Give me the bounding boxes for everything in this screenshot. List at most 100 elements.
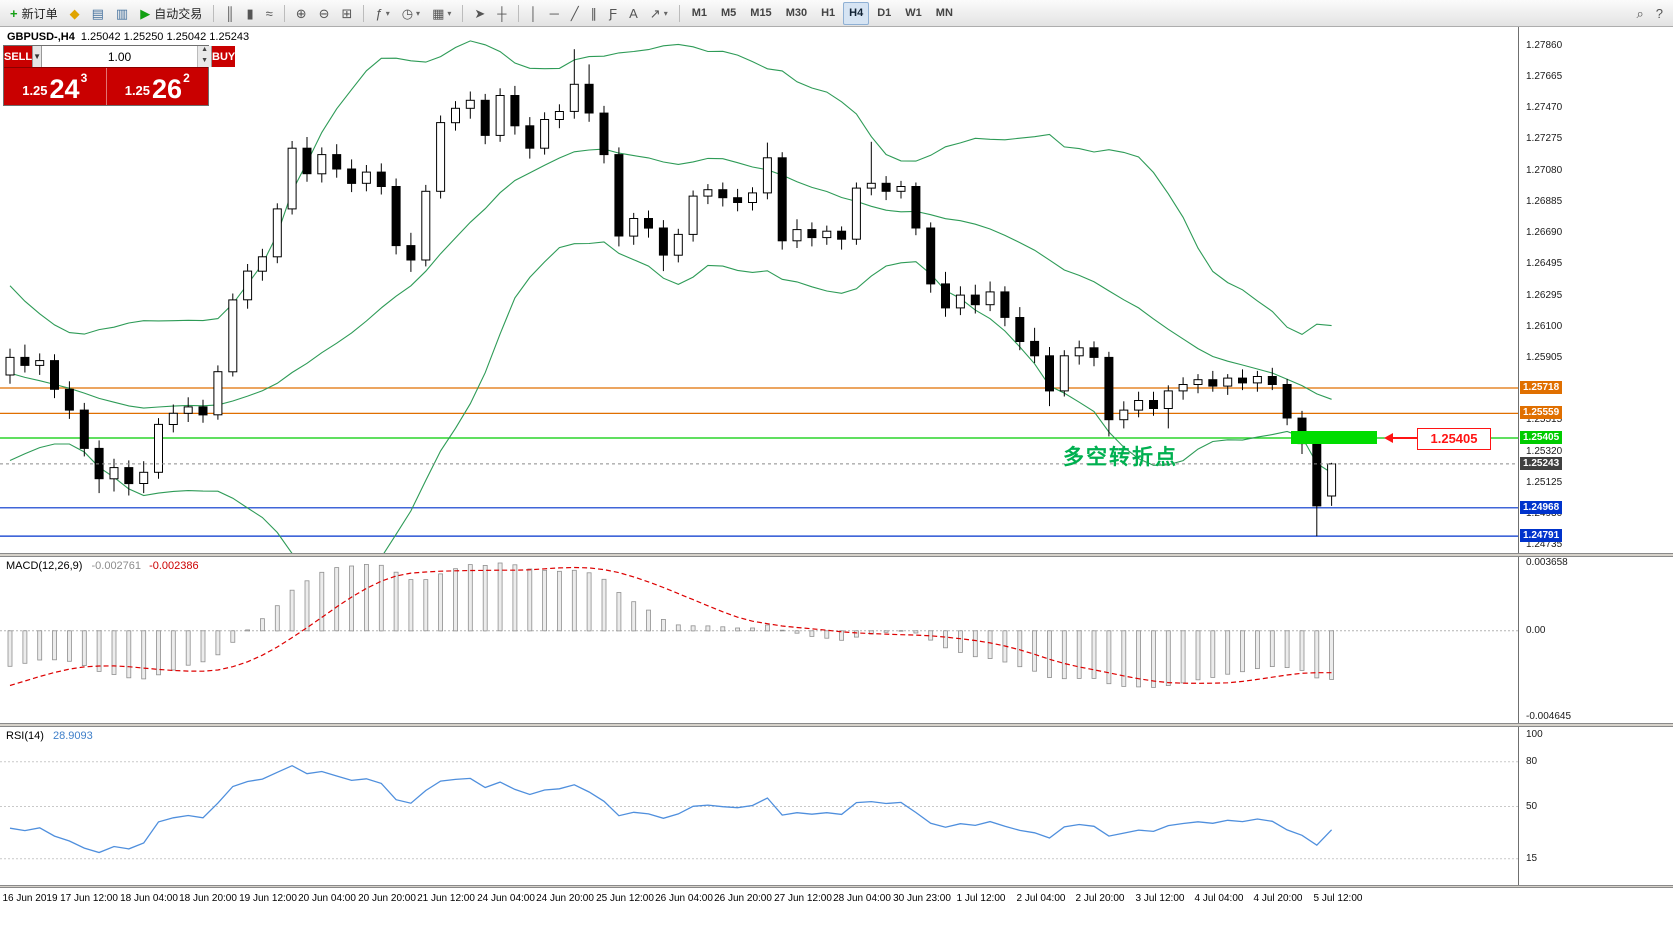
- timeframe-h1-button[interactable]: H1: [821, 7, 836, 19]
- callout-arrow-icon: [1384, 433, 1393, 443]
- price-level-tag[interactable]: 1.25559: [1520, 406, 1563, 419]
- bear-candle: [79, 409, 89, 449]
- crosshair-button[interactable]: ┼: [492, 2, 511, 25]
- market-watch-button[interactable]: ▤: [87, 2, 109, 25]
- cursor-button[interactable]: ➤: [469, 2, 490, 25]
- callout-arrow-line: [1393, 437, 1417, 439]
- highlight-rectangle[interactable]: [1291, 431, 1377, 444]
- search-button[interactable]: ⌕: [1631, 2, 1648, 25]
- macd-histogram-bar: [1121, 630, 1127, 687]
- arrows-button[interactable]: ↗ ▾: [645, 2, 673, 25]
- text-icon: A: [629, 5, 638, 21]
- rsi-title: RSI(14): [6, 730, 44, 742]
- sell-price-display[interactable]: 1.25 24 3: [4, 68, 107, 105]
- bear-candle: [347, 168, 357, 184]
- bear-candle: [1089, 347, 1099, 358]
- candlestick-chart-icon: ▮: [246, 5, 254, 21]
- timeframe-m5-button[interactable]: M5: [721, 7, 737, 19]
- time-axis-label: 28 Jun 04:00: [833, 893, 891, 904]
- profile-icon[interactable]: ◆: [65, 2, 85, 25]
- panel-divider[interactable]: [0, 553, 1673, 557]
- price-callout[interactable]: 1.25405: [1417, 428, 1491, 450]
- order-options-dropdown[interactable]: ▼: [32, 46, 43, 67]
- macd-histogram-bar: [1269, 630, 1275, 668]
- volume-decrease-button[interactable]: ▼: [198, 56, 212, 67]
- zoom-in-button[interactable]: ⊕: [291, 2, 312, 25]
- vertical-line-button[interactable]: │: [525, 2, 543, 25]
- macd-histogram-bar: [81, 630, 87, 667]
- horizontal-line-button[interactable]: ─: [545, 2, 564, 25]
- macd-signal-line: [9, 566, 1332, 687]
- timeframe-m15-button[interactable]: M15: [750, 7, 772, 19]
- bull-candle: [1059, 355, 1069, 392]
- channel-button[interactable]: ∥: [586, 2, 603, 25]
- macd-histogram-bar: [913, 630, 919, 634]
- rsi-panel[interactable]: [0, 727, 1518, 885]
- tile-windows-button[interactable]: ⊞: [337, 2, 358, 25]
- new-order-button[interactable]: + 新订单: [5, 2, 63, 25]
- time-axis-label: 4 Jul 20:00: [1253, 893, 1303, 904]
- price-chart-canvas[interactable]: [0, 27, 1518, 553]
- volume-input[interactable]: [42, 46, 198, 67]
- price-level-tag[interactable]: 1.25405: [1520, 431, 1563, 444]
- data-window-button[interactable]: ▥: [111, 2, 133, 25]
- candlestick-chart-button[interactable]: ▮: [241, 2, 258, 25]
- crosshair-icon: ┼: [497, 5, 507, 21]
- time-axis-label: 18 Jun 20:00: [179, 893, 237, 904]
- bull-candle: [436, 122, 446, 192]
- timeframe-w1-button[interactable]: W1: [905, 7, 922, 19]
- macd-histogram-bar: [720, 626, 726, 632]
- price-axis[interactable]: 1.27860 1.27665 1.27470 1.27275 1.27080 1.268…: [1519, 0, 1673, 950]
- macd-histogram-bar: [319, 571, 325, 632]
- buy-price-display[interactable]: 1.25 26 2: [106, 68, 208, 105]
- timeframe-d1-button[interactable]: D1: [877, 7, 892, 19]
- templates-button[interactable]: ▦ ▾: [427, 2, 456, 25]
- macd-histogram-bar: [854, 630, 859, 638]
- autotrading-button[interactable]: ▶ 自动交易: [135, 2, 207, 25]
- zoom-out-icon: ⊖: [318, 5, 330, 21]
- macd-histogram-bar: [1106, 630, 1112, 685]
- timeframe-h4-button[interactable]: H4: [843, 1, 870, 25]
- fibonacci-button[interactable]: Ƒ: [604, 2, 622, 25]
- timeframe-m1-button[interactable]: M1: [691, 7, 707, 19]
- panel-divider[interactable]: [0, 723, 1673, 727]
- text-button[interactable]: A: [624, 2, 643, 25]
- bull-candle: [1163, 390, 1173, 409]
- bear-candle: [837, 230, 847, 240]
- time-axis[interactable]: 16 Jun 2019 17 Jun 12:00 18 Jun 04:00 18 Ju…: [0, 889, 1518, 911]
- macd-histogram-bar: [1091, 630, 1097, 679]
- time-axis-label: 16 Jun 2019: [2, 893, 58, 904]
- bear-candle: [1000, 291, 1010, 318]
- rsi-line: [9, 764, 1333, 854]
- bull-candle: [213, 371, 223, 416]
- bull-candle: [183, 406, 193, 414]
- toolbar-left-group: + 新订单 ◆ ▤ ▥ ▶ 自动交易 ║ ▮ ≈ ⊕ ⊖ ⊞ ƒ ▾ ◷ ▾ ▦ ▾ ➤ ┼ │ ─ ╱ ∥ Ƒ A ↗ ▾: [4, 0, 685, 26]
- bar-chart-button[interactable]: ║: [220, 2, 239, 25]
- price-level-tag[interactable]: 1.24791: [1520, 529, 1563, 542]
- sell-button[interactable]: SELL: [4, 46, 33, 67]
- price-level-tag[interactable]: 1.25718: [1520, 381, 1563, 394]
- macd-title: MACD(12,26,9): [6, 560, 83, 572]
- price-axis-tick: 1.26100: [1526, 321, 1563, 332]
- sell-price-small: 1.25: [22, 83, 48, 98]
- price-level-tag[interactable]: 1.24968: [1520, 501, 1563, 514]
- help-button[interactable]: ?: [1651, 2, 1668, 25]
- rsi-value: 28.9093: [52, 730, 93, 742]
- timeframe-mn-button[interactable]: MN: [935, 7, 953, 19]
- bull-candle: [1119, 409, 1129, 421]
- line-chart-button[interactable]: ≈: [261, 2, 278, 25]
- indicators-button[interactable]: ƒ ▾: [370, 2, 394, 25]
- timeframe-m30-button[interactable]: M30: [785, 7, 808, 19]
- vertical-line-icon: │: [529, 5, 538, 21]
- panel-divider[interactable]: [0, 885, 1673, 888]
- macd-panel[interactable]: [0, 557, 1518, 723]
- buy-button[interactable]: BUY: [212, 46, 236, 67]
- volume-increase-button[interactable]: ▲: [198, 46, 212, 57]
- periods-button[interactable]: ◷ ▾: [397, 2, 425, 25]
- macd-histogram-bar: [52, 630, 57, 661]
- macd-histogram-bar: [1151, 630, 1156, 688]
- zoom-out-button[interactable]: ⊖: [314, 2, 335, 25]
- chart-annotation-text[interactable]: 多空转折点: [1063, 446, 1178, 469]
- current-price-tag: 1.25243: [1520, 457, 1563, 470]
- trendline-button[interactable]: ╱: [566, 2, 584, 25]
